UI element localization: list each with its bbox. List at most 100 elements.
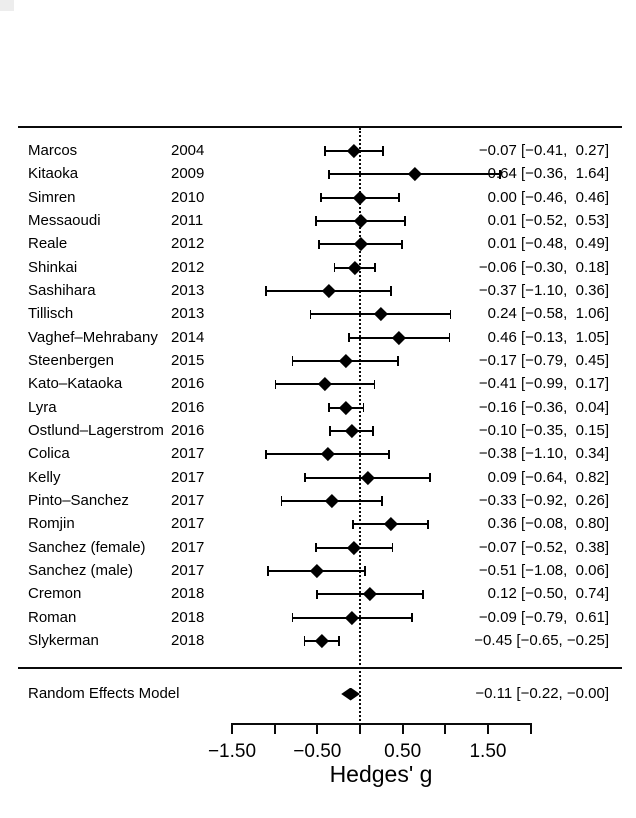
study-row: Sanchez (male) 2017 −0.51 [−1.08, 0.06] [0, 560, 636, 582]
ci-cap-right [389, 286, 392, 296]
ci-cap-left [309, 309, 312, 320]
study-name: Kitaoka [28, 165, 79, 183]
summary-separator-rule [18, 667, 622, 669]
x-axis-tick [401, 723, 404, 734]
ci-cap-left [274, 379, 277, 390]
study-estimate: −0.09 [−0.79, 0.61] [478, 608, 609, 626]
study-year: 2015 [171, 351, 205, 369]
study-year: 2017 [171, 445, 205, 463]
x-axis-tick [529, 723, 532, 734]
ci-cap-right [388, 449, 390, 460]
ci-cap-left [328, 169, 331, 180]
x-axis-line [232, 723, 532, 725]
ci-cap-right [429, 472, 431, 483]
summary-row: Random Effects Model −0.11 [−0.22, −0.00… [0, 683, 636, 705]
study-row: Kelly 2017 0.09 [−0.64, 0.82] [0, 467, 636, 489]
study-row: Cremon 2018 0.12 [−0.50, 0.74] [0, 583, 636, 605]
study-year: 2017 [171, 561, 205, 579]
study-name: Simren [28, 188, 76, 206]
ci-cap-right [448, 332, 451, 343]
study-estimate: 0.09 [−0.64, 0.82] [487, 468, 609, 486]
study-estimate: −0.38 [−1.10, 0.34] [478, 445, 609, 463]
ci-cap-left [348, 332, 350, 343]
zero-reference-line [359, 128, 361, 725]
study-name: Kato–Kataoka [28, 375, 123, 393]
ci-cap-right [371, 426, 374, 436]
study-row: Pinto–Sanchez 2017 −0.33 [−0.92, 0.26] [0, 490, 636, 512]
study-estimate: 0.64 [−0.36, 1.64] [487, 165, 609, 183]
study-row: Kitaoka 2009 0.64 [−0.36, 1.64] [0, 163, 636, 185]
ci-cap-right [397, 356, 400, 366]
study-name: Cremon [28, 585, 82, 603]
x-axis-tick [231, 723, 233, 734]
study-name: Lyra [28, 398, 57, 416]
study-estimate: −0.45 [−0.65, −0.25] [474, 631, 609, 649]
study-year: 2013 [171, 305, 205, 323]
study-year: 2018 [171, 608, 205, 626]
study-name: Pinto–Sanchez [28, 491, 129, 509]
study-estimate: −0.37 [−1.10, 0.36] [478, 281, 609, 299]
summary-effect-diamond [341, 687, 360, 701]
study-year: 2010 [171, 188, 205, 206]
study-row: Steenbergen 2015 −0.17 [−0.79, 0.45] [0, 350, 636, 372]
study-year: 2016 [171, 375, 205, 393]
scan-corner-artifact [0, 0, 14, 11]
study-year: 2017 [171, 491, 205, 509]
x-axis-tick [444, 723, 447, 734]
study-row: Ostlund–Lagerstrom 2016 −0.10 [−0.35, 0.15… [0, 420, 636, 442]
ci-cap-right [373, 379, 376, 390]
study-name: Messaoudi [28, 211, 101, 229]
study-row: Romjin 2017 0.36 [−0.08, 0.80] [0, 513, 636, 535]
ci-cap-left [324, 146, 326, 156]
ci-cap-right [364, 566, 367, 576]
ci-cap-right [381, 496, 384, 506]
ci-cap-left [291, 356, 294, 366]
ci-cap-left [328, 402, 331, 413]
study-row: Marcos 2004 −0.07 [−0.41, 0.27] [0, 140, 636, 162]
study-year: 2011 [171, 211, 204, 229]
study-name: Colica [28, 445, 70, 463]
study-name: Marcos [28, 142, 78, 159]
ci-cap-left [316, 589, 319, 600]
study-year: 2018 [171, 585, 205, 603]
study-row: Colica 2017 −0.38 [−1.10, 0.34] [0, 443, 636, 465]
study-name: Sashihara [28, 281, 96, 299]
study-estimate: −0.07 [−0.41, 0.27] [478, 142, 609, 159]
study-year: 2016 [171, 421, 205, 439]
x-axis-tick-label: −0.50 [293, 741, 342, 762]
study-year: 2013 [171, 281, 205, 299]
ci-cap-right [499, 169, 501, 180]
study-estimate: 0.46 [−0.13, 1.05] [487, 328, 609, 346]
study-year: 2012 [171, 258, 205, 276]
ci-cap-right [337, 636, 340, 646]
study-name: Shinkai [28, 258, 78, 276]
ci-cap-left [318, 239, 320, 250]
study-estimate: −0.07 [−0.52, 0.38] [478, 538, 609, 556]
study-estimate: −0.16 [−0.36, 0.04] [478, 398, 609, 416]
study-year: 2017 [171, 468, 205, 486]
study-row: Sashihara 2013 −0.37 [−1.10, 0.36] [0, 280, 636, 302]
study-estimate: 0.24 [−0.58, 1.06] [487, 305, 609, 323]
study-name: Kelly [28, 468, 61, 486]
ci-cap-left [265, 286, 268, 296]
study-name: Slykerman [28, 631, 99, 649]
study-estimate: −0.33 [−0.92, 0.26] [478, 491, 609, 509]
study-row: Messaoudi 2011 0.01 [−0.52, 0.53] [0, 210, 636, 232]
ci-cap-left [333, 262, 336, 273]
ci-cap-left [303, 636, 306, 646]
study-name: Sanchez (male) [28, 561, 134, 579]
x-axis-tick [359, 723, 361, 734]
ci-cap-right [374, 262, 377, 273]
study-row: Reale 2012 0.01 [−0.48, 0.49] [0, 233, 636, 255]
study-estimate: −0.17 [−0.79, 0.45] [478, 351, 609, 369]
study-year: 2009 [171, 165, 205, 183]
study-year: 2012 [171, 235, 205, 253]
x-axis-title: Hedges' g [329, 761, 433, 787]
study-name: Sanchez (female) [28, 538, 146, 556]
study-estimate: −0.51 [−1.08, 0.06] [478, 561, 609, 579]
study-row: Vaghef–Mehrabany 2014 0.46 [−0.13, 1.05] [0, 327, 636, 349]
study-year: 2004 [171, 142, 205, 159]
study-row: Sanchez (female) 2017 −0.07 [−0.52, 0.38] [0, 537, 636, 559]
study-name: Tillisch [28, 305, 74, 323]
